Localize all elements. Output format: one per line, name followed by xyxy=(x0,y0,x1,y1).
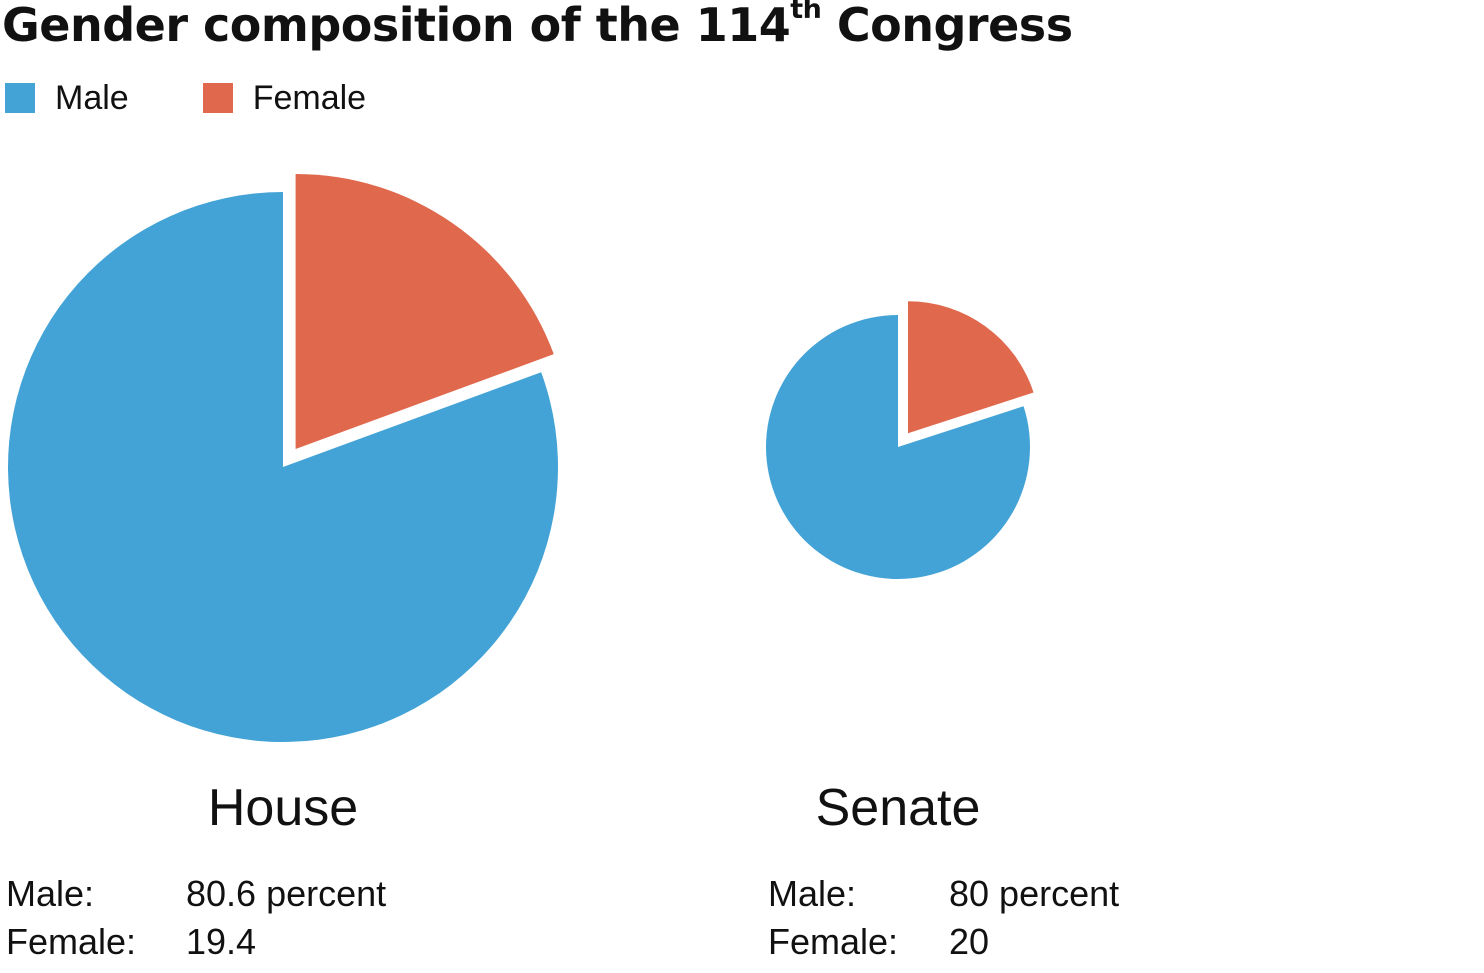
house-pie-slice-female xyxy=(295,173,554,449)
legend-item-female: Female xyxy=(202,78,367,118)
house-female-label: Female: xyxy=(6,921,137,962)
house-pie-slice-male xyxy=(7,192,558,743)
senate-male-value: 80 percent xyxy=(949,873,1120,914)
senate-female-value: 20 xyxy=(949,921,990,962)
legend-item-male: Male xyxy=(5,79,129,118)
senate-label: Senate xyxy=(815,779,981,837)
legend-label-female: Female xyxy=(252,78,367,117)
senate-pie-slice-male xyxy=(766,315,1031,580)
senate-male-label: Male: xyxy=(768,873,857,914)
legend: Male Female xyxy=(5,78,366,118)
house-male-value: 80.6 percent xyxy=(186,873,387,914)
house-male-label: Male: xyxy=(6,873,95,914)
legend-swatch-female xyxy=(202,83,233,113)
chart-title-superscript: th xyxy=(790,0,822,26)
legend-label-male: Male xyxy=(55,78,129,117)
house-female-value: 19.4 xyxy=(186,921,257,962)
chart-title-suffix: Congress xyxy=(836,0,1073,52)
house-label: House xyxy=(207,779,359,837)
senate-pie-slice-female xyxy=(907,301,1034,434)
senate-female-label: Female: xyxy=(768,921,899,962)
legend-swatch-male xyxy=(5,83,35,113)
chart-title-main: Gender composition of the 114 xyxy=(2,0,791,52)
chart-title: Gender composition of the 114th Congress xyxy=(2,0,1073,56)
